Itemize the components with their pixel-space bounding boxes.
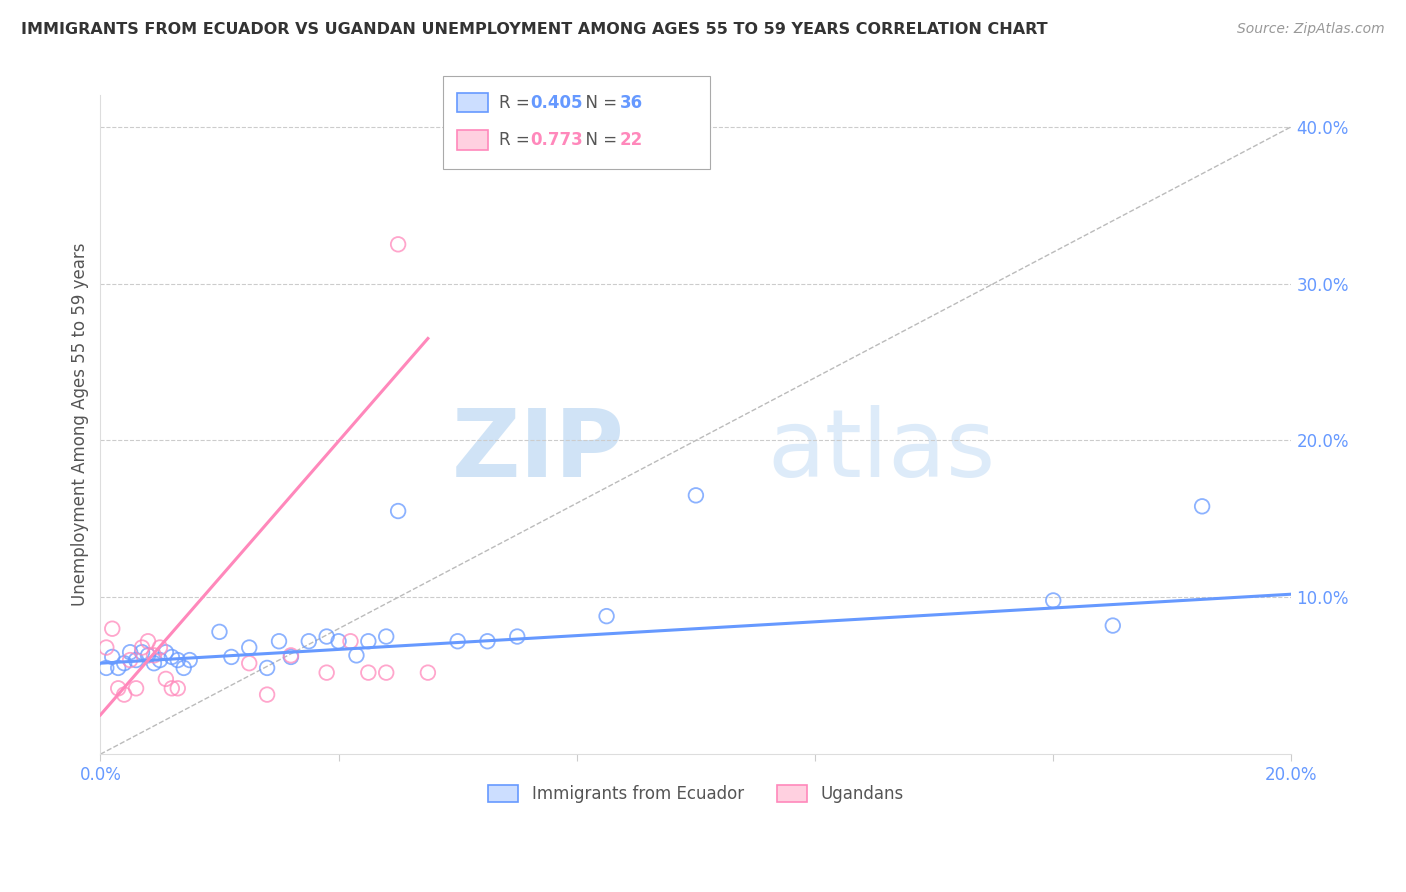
Point xyxy=(142,648,165,663)
Point xyxy=(107,661,129,675)
Text: R =: R = xyxy=(499,131,536,149)
Text: Source: ZipAtlas.com: Source: ZipAtlas.com xyxy=(1237,22,1385,37)
Text: R =: R = xyxy=(499,94,536,112)
Point xyxy=(375,665,398,680)
Point xyxy=(1101,618,1123,632)
Point xyxy=(149,640,172,655)
Point xyxy=(142,657,165,671)
Point xyxy=(416,665,439,680)
Text: 0.773: 0.773 xyxy=(530,131,583,149)
Point xyxy=(685,488,707,502)
Point xyxy=(160,649,183,664)
Point xyxy=(136,634,159,648)
Point xyxy=(267,634,290,648)
Point xyxy=(208,624,231,639)
Point xyxy=(238,640,260,655)
Point xyxy=(477,634,499,648)
Point xyxy=(256,661,278,675)
Point xyxy=(315,665,337,680)
Point xyxy=(375,630,398,644)
Point xyxy=(107,681,129,696)
Point xyxy=(315,630,337,644)
Point xyxy=(131,645,153,659)
Point xyxy=(125,653,148,667)
Point xyxy=(166,681,188,696)
Text: atlas: atlas xyxy=(768,405,995,497)
Point xyxy=(131,640,153,655)
Point xyxy=(155,645,177,659)
Text: N =: N = xyxy=(575,94,623,112)
Point xyxy=(96,661,118,675)
Point xyxy=(112,688,135,702)
Point xyxy=(595,609,617,624)
Point xyxy=(447,634,470,648)
Point xyxy=(149,653,172,667)
Point xyxy=(256,688,278,702)
Text: 22: 22 xyxy=(620,131,644,149)
Point xyxy=(120,653,142,667)
Point xyxy=(173,661,195,675)
Point xyxy=(155,672,177,686)
Point xyxy=(101,622,124,636)
Point xyxy=(136,648,159,663)
Point xyxy=(280,648,302,663)
Point xyxy=(339,634,361,648)
Point xyxy=(387,504,409,518)
Point xyxy=(160,681,183,696)
Text: IMMIGRANTS FROM ECUADOR VS UGANDAN UNEMPLOYMENT AMONG AGES 55 TO 59 YEARS CORREL: IMMIGRANTS FROM ECUADOR VS UGANDAN UNEMP… xyxy=(21,22,1047,37)
Point xyxy=(238,657,260,671)
Point xyxy=(1191,500,1213,514)
Y-axis label: Unemployment Among Ages 55 to 59 years: Unemployment Among Ages 55 to 59 years xyxy=(72,243,89,607)
Point xyxy=(101,649,124,664)
Point xyxy=(357,665,380,680)
Point xyxy=(328,634,350,648)
Text: 36: 36 xyxy=(620,94,643,112)
Point xyxy=(179,653,201,667)
Point xyxy=(506,630,529,644)
Text: N =: N = xyxy=(575,131,623,149)
Point xyxy=(125,681,148,696)
Point xyxy=(280,649,302,664)
Point xyxy=(346,648,368,663)
Point xyxy=(120,645,142,659)
Point xyxy=(96,640,118,655)
Point xyxy=(221,649,243,664)
Text: 0.405: 0.405 xyxy=(530,94,582,112)
Point xyxy=(298,634,321,648)
Point xyxy=(387,237,409,252)
Text: ZIP: ZIP xyxy=(451,405,624,497)
Legend: Immigrants from Ecuador, Ugandans: Immigrants from Ecuador, Ugandans xyxy=(479,777,912,812)
Point xyxy=(357,634,380,648)
Point xyxy=(166,653,188,667)
Point xyxy=(1042,593,1064,607)
Point xyxy=(112,657,135,671)
